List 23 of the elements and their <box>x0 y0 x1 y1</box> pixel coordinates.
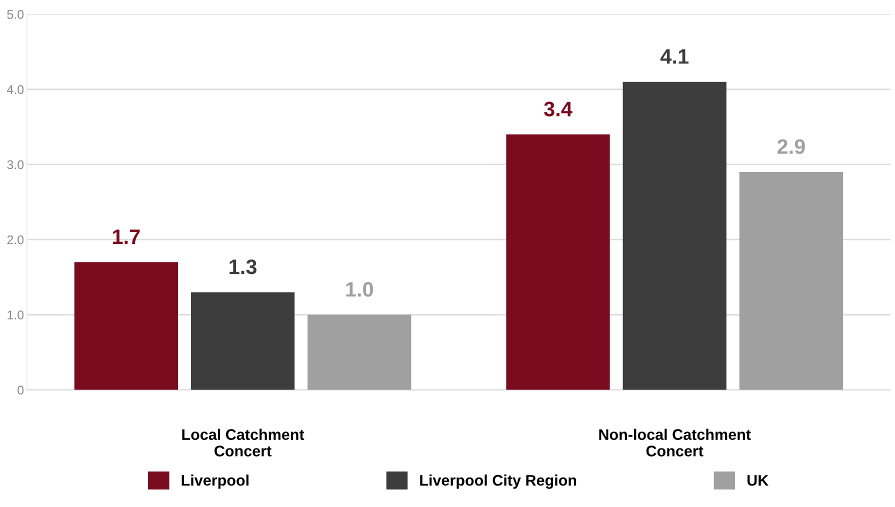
bar <box>506 134 610 390</box>
y-tick-label: 4.0 <box>6 85 24 94</box>
bar <box>74 262 178 390</box>
y-tick-label: 3.0 <box>7 160 24 170</box>
bar <box>739 172 844 390</box>
legend-label: Liverpool <box>182 474 248 489</box>
data-label: 4.1 <box>660 49 689 64</box>
data-label: 1.0 <box>346 282 373 297</box>
x-tick-label: Local Catchment Concert <box>182 428 304 456</box>
data-label: 1.7 <box>113 230 140 244</box>
bar <box>308 314 412 390</box>
data-label: 1.3 <box>230 259 256 274</box>
data-label: 2.9 <box>777 139 805 154</box>
y-tick-label: 0 <box>18 386 24 395</box>
legend-label: UK <box>748 475 769 486</box>
x-tick-label: Non-local Catchment Concert <box>599 428 751 456</box>
legend-label: Liverpool City Region <box>420 474 576 489</box>
y-tick-label: 5.0 <box>7 10 24 19</box>
bar <box>190 292 295 390</box>
bar <box>622 82 726 390</box>
y-tick-label: 2.0 <box>7 235 24 244</box>
y-tick-label: 1.0 <box>8 310 24 320</box>
data-label: 3.4 <box>544 102 572 116</box>
